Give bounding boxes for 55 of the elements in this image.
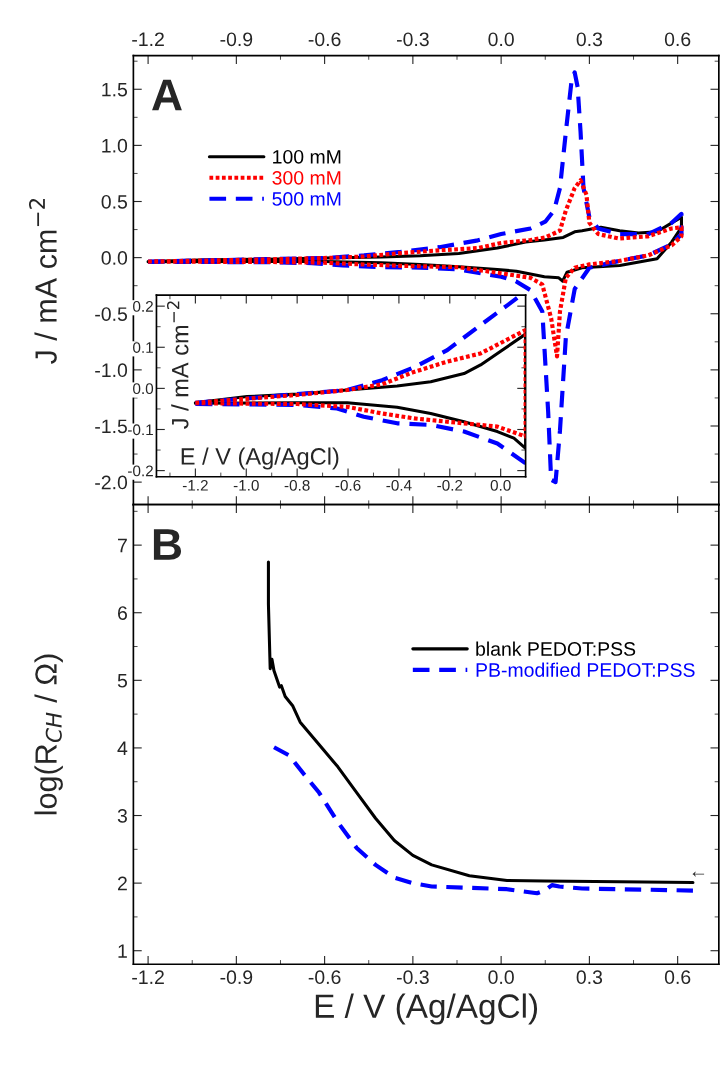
x-tick-label: -0.3 <box>396 970 429 985</box>
y-tick-label: 0.1 <box>133 342 153 353</box>
y-tick-label: -0.5 <box>95 307 128 321</box>
x-axis-title: E / V (Ag/AgCl) <box>181 447 339 470</box>
y-tick-label: 1.0 <box>102 138 128 153</box>
x-tick-label: 0.0 <box>488 32 514 47</box>
x-tick-label: -0.8 <box>284 479 310 491</box>
legend-label: 500 mM <box>272 192 341 206</box>
y-tick-label: -1.5 <box>95 419 128 434</box>
x-tick-label: -0.2 <box>437 479 463 491</box>
y-tick-label: 5 <box>117 673 128 688</box>
y-tick-label: -0.1 <box>128 424 153 436</box>
y-axis-title: J / mA cm$^{−2}$ <box>28 198 57 364</box>
y-tick-label: -0.2 <box>128 465 153 477</box>
annotation: ← <box>692 871 705 877</box>
y-tick-label: 4 <box>117 741 128 755</box>
legend-label: 100 mM <box>273 149 341 164</box>
x-tick-label: -1.2 <box>132 970 164 984</box>
x-tick-label: -0.6 <box>335 479 361 491</box>
y-tick-label: 0.2 <box>133 301 153 312</box>
chart-title: B <box>153 529 182 560</box>
x-tick-label: -0.6 <box>308 970 341 985</box>
x-axis-title: E / V (Ag/AgCl) <box>315 993 538 1025</box>
y-axis-title: J / mA cm$^{−2}$ <box>166 301 189 429</box>
y-tick-label: -1.0 <box>95 363 128 378</box>
x-tick-label: -0.6 <box>308 32 341 47</box>
y-tick-label: 7 <box>118 538 127 553</box>
legend-label: PB-modified PEDOT:PSS <box>476 662 695 677</box>
y-tick-label: 1.5 <box>102 82 128 97</box>
y-tick-label: -2.0 <box>95 475 128 490</box>
y-tick-label: 6 <box>118 606 127 620</box>
x-tick-label: 0.6 <box>664 32 691 47</box>
legend-label: 300 mM <box>272 170 341 185</box>
y-tick-label: 1 <box>118 944 127 958</box>
x-tick-label: 0.3 <box>576 970 603 985</box>
x-tick-label: -0.3 <box>396 32 429 47</box>
y-axis-title: log(R$_{CH}$ / Ω) <box>34 654 63 815</box>
y-tick-label: 3 <box>117 808 127 823</box>
x-tick-label: -0.9 <box>220 32 253 47</box>
x-tick-label: 0.0 <box>490 479 511 491</box>
x-tick-label: 0.0 <box>488 970 514 985</box>
chart-title: A <box>152 79 182 111</box>
y-tick-label: 0.0 <box>133 383 154 395</box>
line-series <box>266 560 695 884</box>
x-tick-label: -0.9 <box>220 970 253 985</box>
y-tick-label: 0.5 <box>101 194 128 209</box>
y-tick-label: 2 <box>117 876 127 891</box>
x-tick-label: 0.3 <box>576 32 603 47</box>
y-tick-label: 0.0 <box>101 251 128 265</box>
x-tick-label: -1.0 <box>233 479 259 491</box>
x-tick-label: -1.2 <box>182 479 208 491</box>
x-tick-label: 0.6 <box>664 970 691 985</box>
legend-label: blank PEDOT:PSS <box>476 641 636 656</box>
x-tick-label: -0.4 <box>386 479 412 491</box>
x-tick-label: -1.2 <box>132 32 164 46</box>
